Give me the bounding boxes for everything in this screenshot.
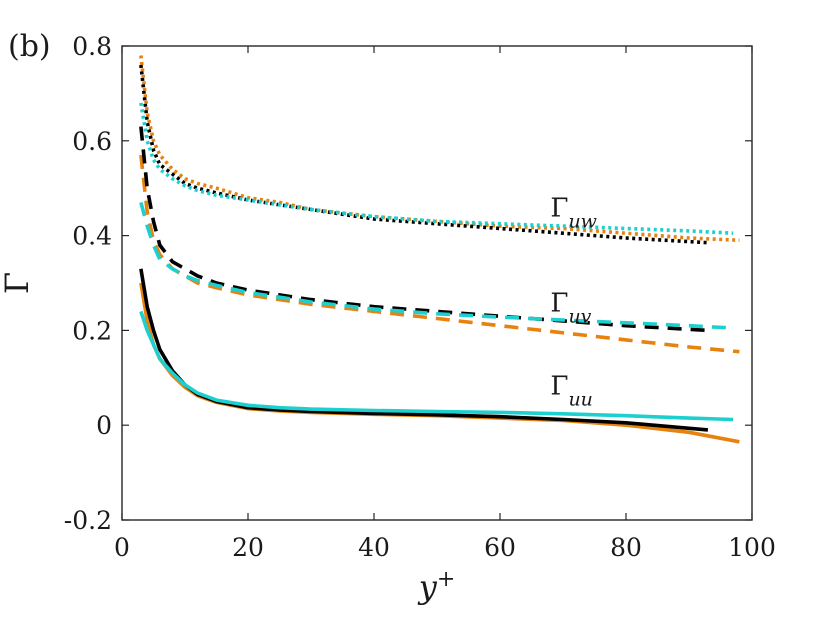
series-label-uw: Γuw xyxy=(550,194,597,233)
series-line-uw-dotted xyxy=(139,102,734,235)
y-tick-label: 0.8 xyxy=(72,32,112,61)
y-tick-label: 0 xyxy=(96,411,112,440)
x-tick-label: 40 xyxy=(358,533,390,562)
series-line-uw-dotted xyxy=(139,55,740,243)
series-label-base: Γ xyxy=(550,288,568,318)
series-line-uu-solid xyxy=(139,268,709,432)
y-axis-label: Γ xyxy=(0,272,36,294)
x-axis-label-sup: + xyxy=(437,567,455,592)
series-label-base: Γ xyxy=(550,371,568,401)
series-line-uv-dashed xyxy=(139,201,734,330)
ticks-layer: 0 20 40 60 80 100-0.200.20.40.60.8 xyxy=(64,32,776,562)
x-tick-label: 20 xyxy=(232,533,264,562)
x-tick-label: 100 xyxy=(728,533,776,562)
series-label-sub: uw xyxy=(568,211,597,233)
series-label-base: Γ xyxy=(550,194,568,224)
panel-label: (b) xyxy=(8,29,51,64)
y-tick-label: -0.2 xyxy=(64,506,112,535)
x-tick-label: 60 xyxy=(484,533,516,562)
y-tick-label: 0.4 xyxy=(72,222,112,251)
axes-layer xyxy=(121,45,753,521)
x-tick-label: 0 xyxy=(114,533,130,562)
series-line-uw-dotted xyxy=(139,64,709,245)
x-axis-label-base: y xyxy=(417,568,438,606)
series-line-uv-dashed xyxy=(139,154,740,354)
x-tick-label: 80 xyxy=(610,533,642,562)
y-tick-label: 0.6 xyxy=(72,127,112,156)
plot-frame xyxy=(121,45,753,521)
series-label-sub: uv xyxy=(568,305,591,327)
series-label-uu: Γuu xyxy=(550,371,593,410)
series-line-uu-solid xyxy=(139,310,734,422)
series-label-sub: uu xyxy=(568,388,592,410)
series-label-uv: Γuv xyxy=(550,288,591,327)
x-axis-label: y+ xyxy=(417,567,456,607)
series-layer xyxy=(139,55,740,444)
y-tick-label: 0.2 xyxy=(72,316,112,345)
